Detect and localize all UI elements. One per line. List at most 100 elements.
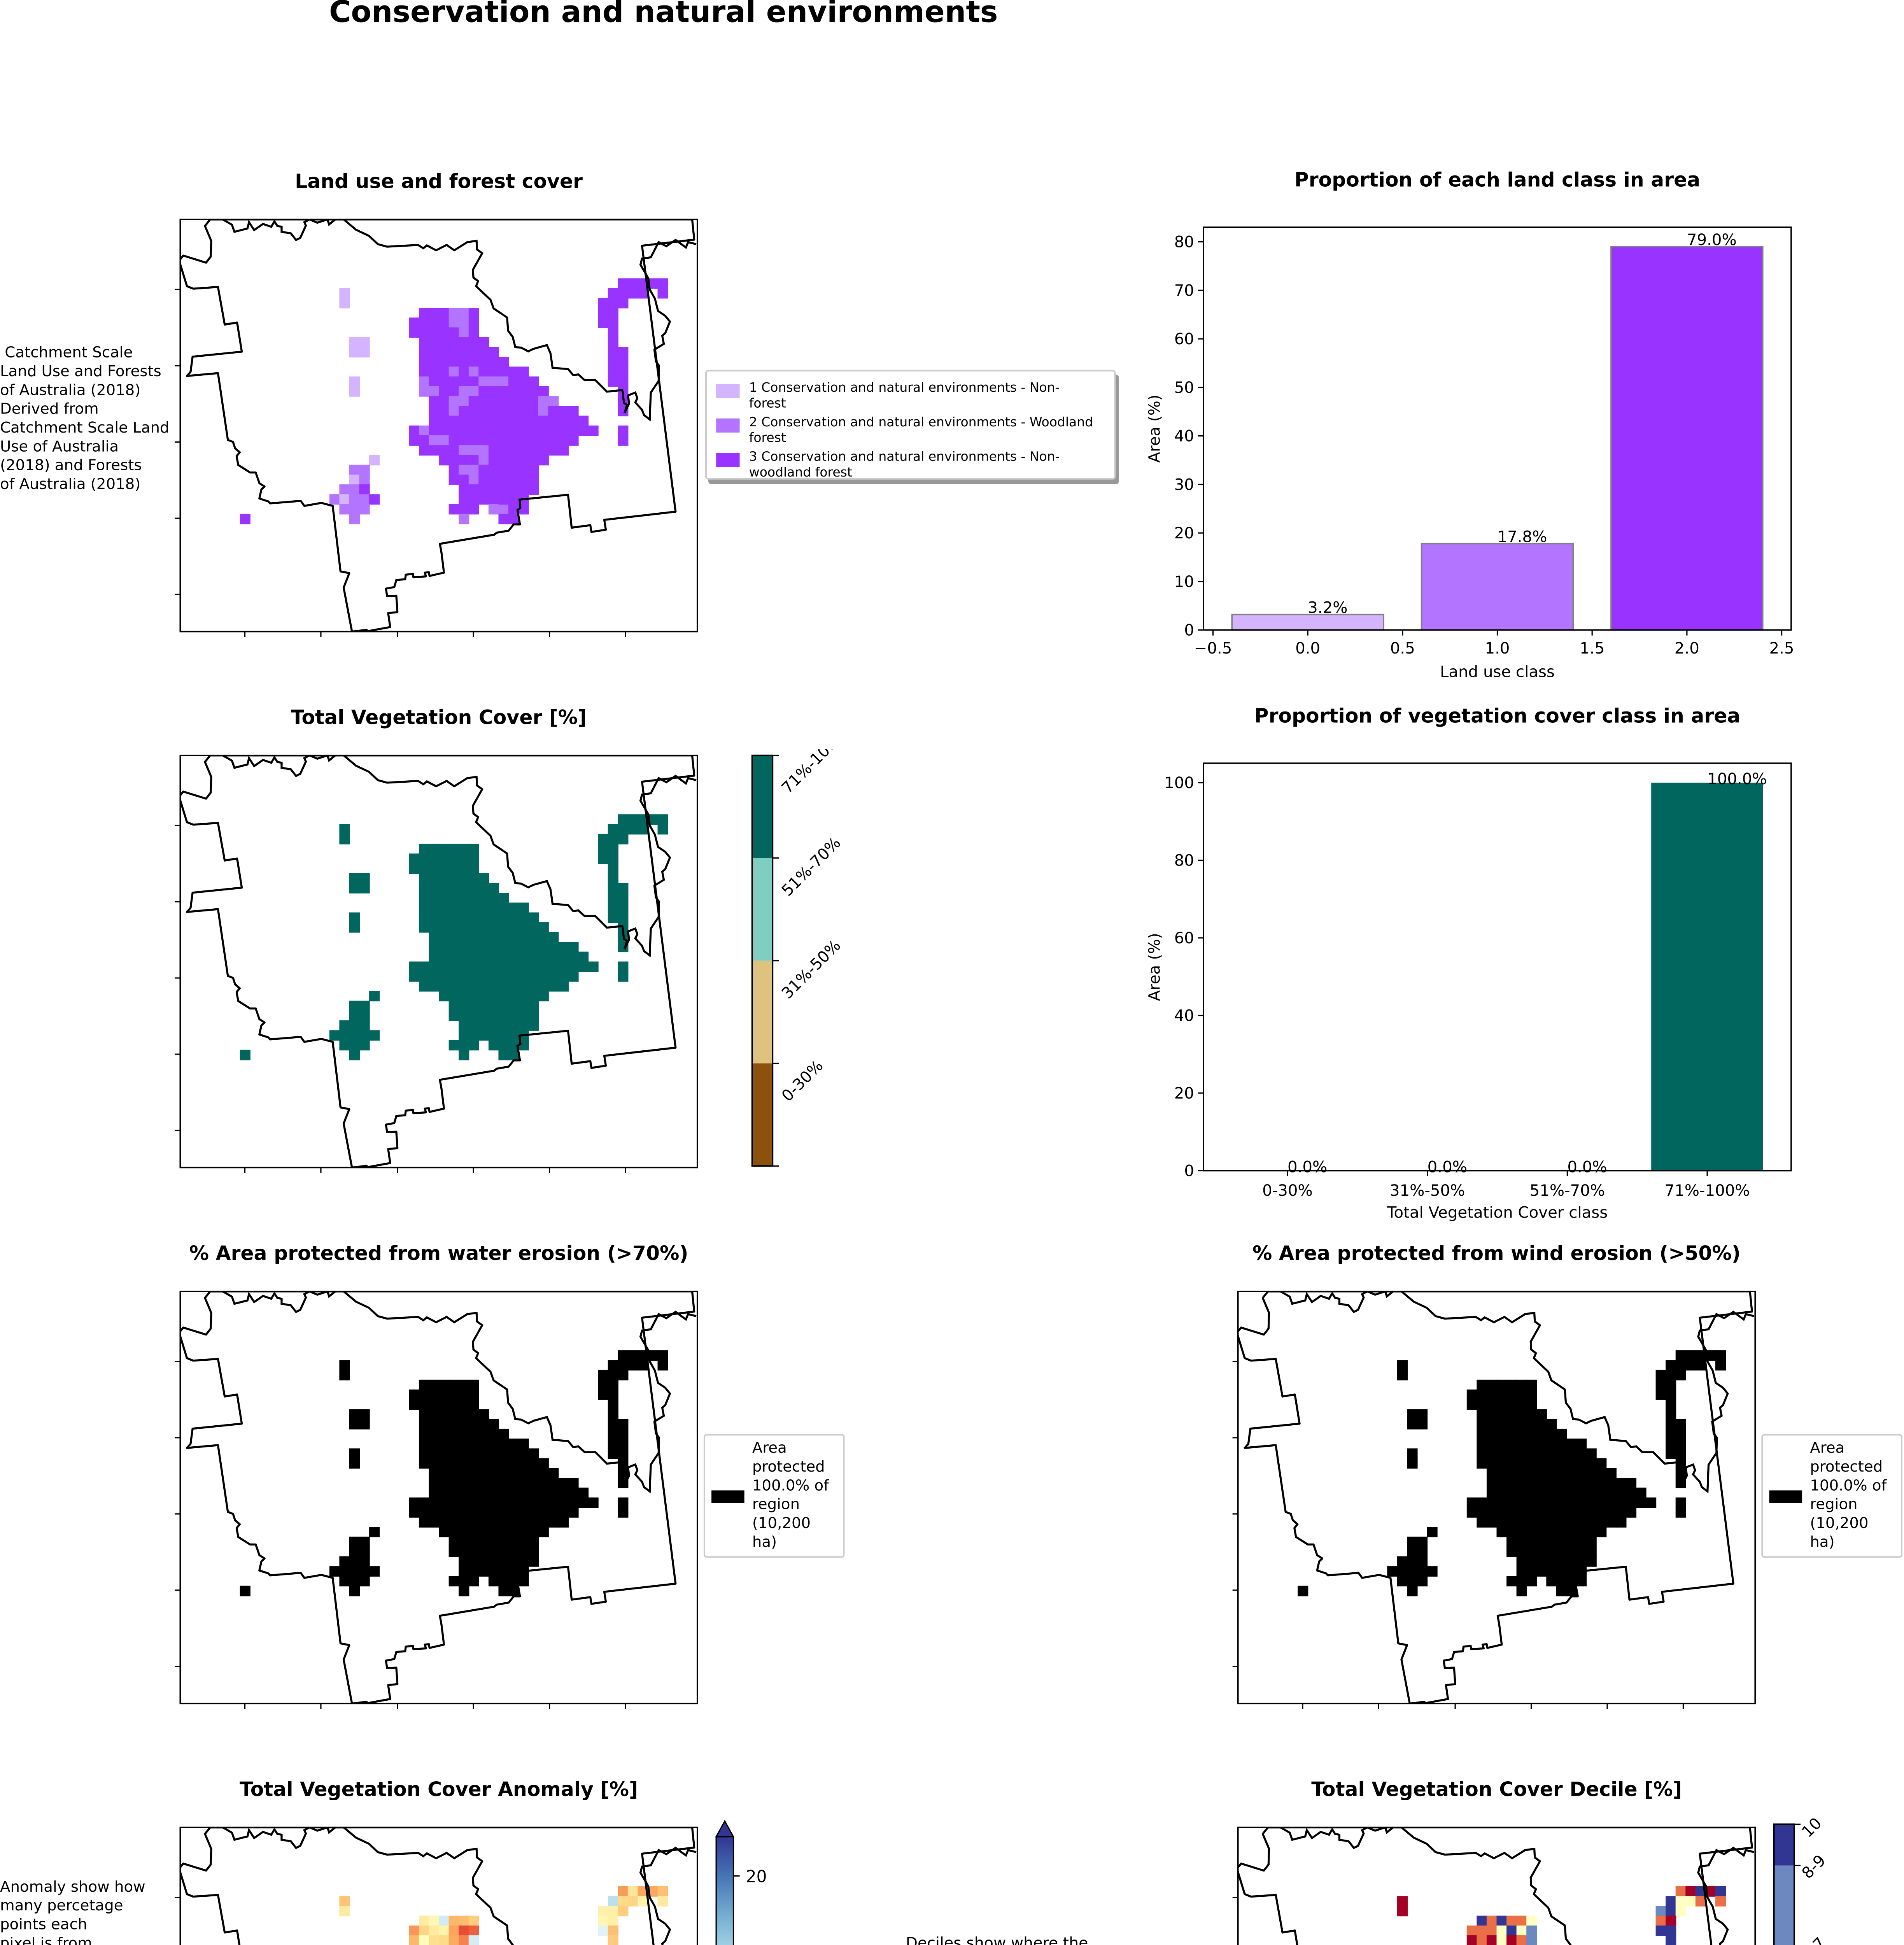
- map-pixel: [339, 1566, 350, 1577]
- map-pixel: [508, 991, 519, 1002]
- map-pixel: [429, 317, 440, 328]
- map-pixel: [1636, 1497, 1647, 1508]
- map-pixel: [518, 445, 529, 456]
- map-pixel: [508, 912, 519, 923]
- map-pixel: [1486, 1439, 1498, 1449]
- map-pixel: [608, 902, 618, 913]
- map-pixel: [488, 1468, 499, 1479]
- map-pixel: [518, 942, 529, 953]
- map-pixel: [1546, 1419, 1557, 1430]
- map-pixel: [1666, 1935, 1676, 1945]
- map-pixel: [419, 873, 430, 884]
- map-pixel: [1526, 1935, 1537, 1945]
- map-pixel: [618, 1448, 629, 1459]
- map-pixel: [1576, 1458, 1587, 1469]
- map-pixel: [459, 873, 469, 884]
- map-pixel: [359, 484, 370, 495]
- map-pixel: [448, 1915, 459, 1926]
- map-pixel: [240, 1586, 250, 1596]
- map-pixel: [1496, 1458, 1507, 1469]
- map-pixel: [448, 981, 459, 992]
- map-pixel: [1666, 1925, 1676, 1936]
- map-pixel: [498, 932, 509, 943]
- map-pixel: [1675, 1497, 1686, 1508]
- map-pixel: [1586, 1458, 1597, 1469]
- map-pixel: [478, 484, 489, 495]
- map-pixel: [538, 1517, 549, 1528]
- map-pixel: [459, 317, 469, 328]
- map-pixel: [478, 1010, 489, 1021]
- map-pixel: [508, 1586, 519, 1596]
- map-pixel: [1486, 1379, 1498, 1390]
- colorbar-tick-label: 4-7: [1799, 1934, 1829, 1945]
- map-pixel: [568, 1497, 579, 1508]
- map-pixel: [459, 1419, 469, 1430]
- map-pixel: [1516, 1507, 1527, 1518]
- map-pixel: [439, 415, 450, 426]
- map-pixel: [1477, 1507, 1487, 1518]
- map-pixel: [1536, 1556, 1547, 1567]
- map-pixel: [468, 1458, 479, 1469]
- map-pixel: [558, 951, 569, 962]
- map-pixel: [1516, 1546, 1527, 1557]
- map-pixel: [1496, 1935, 1507, 1945]
- coastline: [1268, 1827, 1755, 1945]
- map-pixel: [1516, 1428, 1527, 1439]
- map-pixel: [459, 1546, 469, 1557]
- map-pixel: [528, 1020, 539, 1031]
- map-pixel: [528, 961, 539, 972]
- catchment-boundary: [180, 1291, 695, 1704]
- map-pixel: [498, 981, 509, 992]
- map-pixel: [448, 435, 459, 446]
- map-pixel: [538, 396, 549, 407]
- map-pixel: [1506, 1428, 1517, 1439]
- map-pixel: [508, 1448, 519, 1459]
- map-pixel: [448, 971, 459, 982]
- map-pixel: [349, 347, 360, 357]
- map-pixel: [488, 484, 499, 495]
- map-pixel: [578, 415, 589, 426]
- map-pixel: [459, 1409, 469, 1420]
- map-pixel: [468, 1448, 479, 1459]
- map-pixel: [468, 494, 479, 505]
- map-pixel: [1506, 1488, 1517, 1498]
- map-pixel: [468, 1001, 479, 1011]
- map-pixel: [1546, 1468, 1557, 1479]
- map-pixel: [1546, 1488, 1557, 1498]
- map-pixel: [349, 922, 360, 933]
- map-pixel: [339, 1030, 350, 1041]
- map-pixel: [1536, 1497, 1547, 1508]
- map-pixel: [1506, 1399, 1517, 1410]
- map-pixel: [488, 1428, 499, 1439]
- map-pixel: [1655, 1370, 1666, 1381]
- legend-swatch: [711, 1489, 744, 1502]
- map-pixel: [608, 308, 618, 318]
- map-pixel: [498, 415, 509, 426]
- map-pixel: [618, 1906, 629, 1917]
- map-pixel: [1516, 1419, 1527, 1430]
- map-pixel: [488, 1556, 499, 1567]
- map-pixel: [488, 942, 499, 953]
- map-pixel: [459, 415, 469, 426]
- map-pixel: [1556, 1428, 1567, 1439]
- map-pixel: [349, 464, 360, 475]
- map-pixel: [439, 971, 450, 982]
- map-pixel: [369, 1527, 380, 1538]
- map-pixel: [608, 912, 618, 923]
- map-pixel: [528, 435, 539, 446]
- legend-label: 1 Conservation and natural environments …: [749, 379, 1060, 411]
- map-pixel: [1616, 1478, 1627, 1488]
- y-axis-label: Area (%): [1146, 933, 1163, 1001]
- map-pixel: [1486, 1468, 1498, 1479]
- map-pixel: [468, 991, 479, 1002]
- map-pixel: [1536, 1439, 1547, 1449]
- map-pixel: [439, 1419, 450, 1430]
- map-pixel: [518, 464, 529, 475]
- map-pixel: [439, 1379, 450, 1390]
- map-pixel: [508, 396, 519, 407]
- map-pixel: [439, 883, 450, 894]
- map-pixel: [439, 1935, 450, 1945]
- map-pixel: [439, 843, 450, 854]
- map-pixel: [439, 1527, 450, 1538]
- map-pixel: [528, 1556, 539, 1567]
